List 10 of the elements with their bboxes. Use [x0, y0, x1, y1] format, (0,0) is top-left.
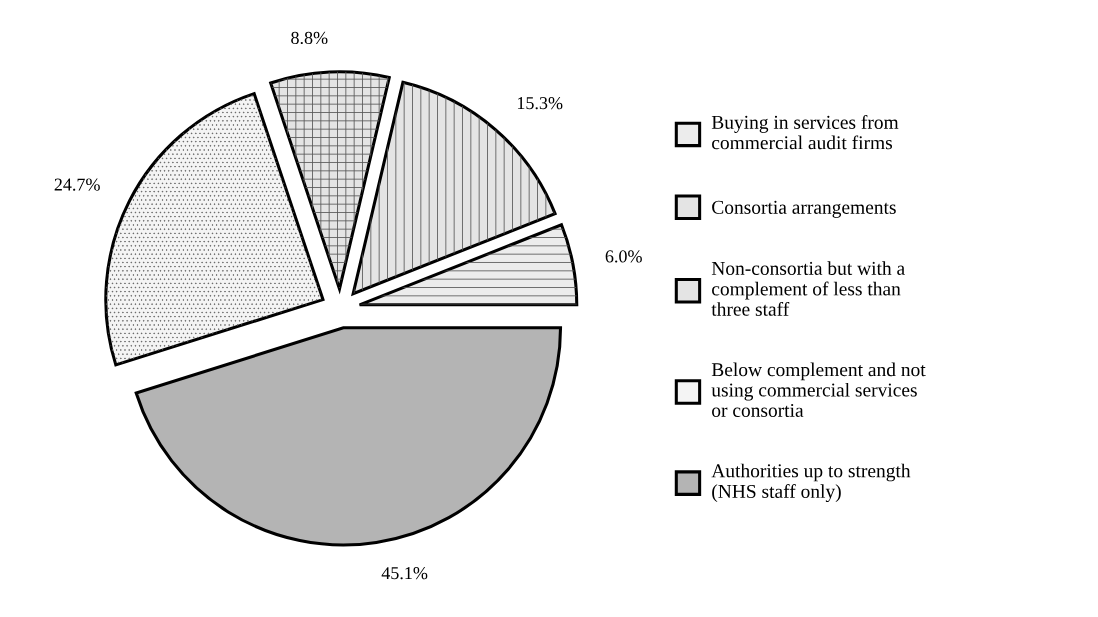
legend-label: Buying in services from commercial audit firms	[711, 115, 899, 150]
legend-label: Non-consortia but with a complement of less than three staff	[711, 261, 905, 316]
data-label: 24.7%	[54, 178, 100, 191]
data-label: 15.3%	[517, 97, 563, 110]
data-label: 6.0%	[605, 250, 642, 263]
data-label: 45.1%	[381, 567, 428, 580]
data-label: 8.8%	[291, 31, 328, 45]
legend-label: Below complement and not using commercial services or consortia	[711, 362, 926, 417]
legend-label: Consortia arrangements	[712, 200, 896, 218]
legend-label: Authorities up to strength (NHS staff only)	[711, 463, 911, 502]
